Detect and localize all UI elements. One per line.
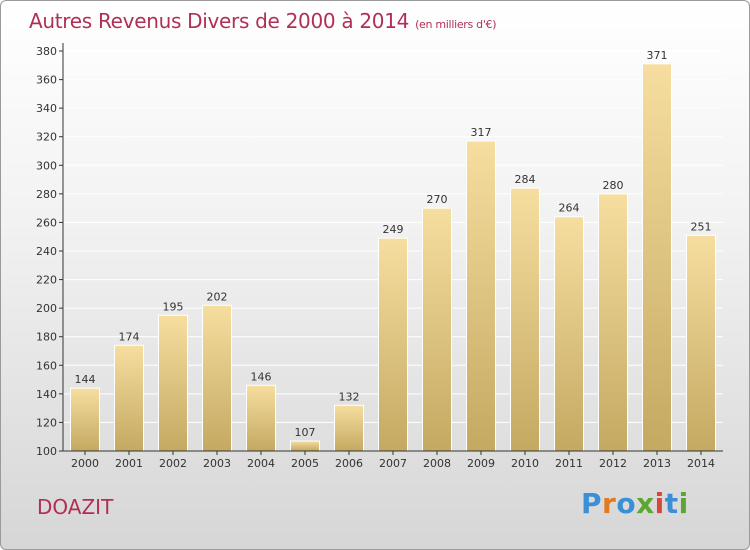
- bar: [70, 387, 100, 452]
- logo-letter: o: [616, 487, 637, 520]
- y-tick-label: 280: [36, 188, 57, 201]
- y-tick-label: 320: [36, 131, 57, 144]
- chart-title: Autres Revenus Divers de 2000 à 2014 (en …: [29, 9, 497, 33]
- x-tick-label: 2014: [687, 457, 715, 470]
- axes: [59, 43, 723, 455]
- bar: [378, 237, 408, 452]
- logo-letter: r: [602, 487, 617, 520]
- data-label: 280: [603, 179, 624, 192]
- data-label: 144: [75, 373, 96, 386]
- data-label: 107: [295, 426, 316, 439]
- x-tick-label: 2001: [115, 457, 143, 470]
- y-tick-label: 140: [36, 388, 57, 401]
- bar: [554, 216, 584, 452]
- y-tick-label: 360: [36, 74, 57, 87]
- y-tick-label: 340: [36, 102, 57, 115]
- y-tick-label: 180: [36, 331, 57, 344]
- y-tick-label: 100: [36, 445, 57, 458]
- logo-letter: t: [664, 487, 679, 520]
- chart-title-text: Autres Revenus Divers de 2000 à 2014: [29, 9, 410, 33]
- y-tick-label: 220: [36, 274, 57, 287]
- bar: [334, 404, 364, 452]
- x-tick-label: 2012: [599, 457, 627, 470]
- y-tick-label: 160: [36, 359, 57, 372]
- data-label: 202: [207, 290, 228, 303]
- x-tick-label: 2011: [555, 457, 583, 470]
- bar: [642, 63, 672, 452]
- place-name: DOAZIT: [37, 495, 114, 519]
- bar: [422, 207, 452, 452]
- data-label: 195: [163, 300, 184, 313]
- x-tick-label: 2005: [291, 457, 319, 470]
- bar: [466, 140, 496, 452]
- x-tick-label: 2006: [335, 457, 363, 470]
- y-tick-label: 380: [36, 45, 57, 58]
- bar: [598, 193, 628, 452]
- data-label: 270: [427, 193, 448, 206]
- y-tick-label: 120: [36, 416, 57, 429]
- bar: [686, 234, 716, 452]
- data-label: 264: [559, 202, 580, 215]
- proxiti-logo[interactable]: Proxiti: [581, 487, 689, 520]
- x-tick-label: 2007: [379, 457, 407, 470]
- y-tick-label: 260: [36, 216, 57, 229]
- y-tick-label: 240: [36, 245, 57, 258]
- x-tick-label: 2002: [159, 457, 187, 470]
- logo-letter: i: [678, 487, 689, 520]
- x-tick-label: 2013: [643, 457, 671, 470]
- data-label: 146: [251, 370, 272, 383]
- data-label: 174: [119, 330, 140, 343]
- bars: [70, 63, 716, 452]
- x-tick-label: 2004: [247, 457, 275, 470]
- y-tick-label: 200: [36, 302, 57, 315]
- labels: 100 120 140 160 180 200 220 240 260 280 300 320 340 3…: [36, 45, 715, 470]
- logo-letter: P: [581, 487, 603, 520]
- x-tick-label: 2010: [511, 457, 539, 470]
- logo-letter: i: [654, 487, 665, 520]
- y-tick-label: 300: [36, 159, 57, 172]
- data-label: 284: [515, 173, 536, 186]
- bar: [202, 304, 232, 452]
- bar: [246, 384, 276, 452]
- bar: [290, 440, 320, 452]
- data-label: 251: [691, 220, 712, 233]
- logo-letter: x: [636, 487, 655, 520]
- data-label: 371: [647, 49, 668, 62]
- bar: [114, 344, 144, 452]
- x-tick-label: 2003: [203, 457, 231, 470]
- data-label: 132: [339, 390, 360, 403]
- chart-subtitle: (en milliers d'€): [415, 18, 497, 31]
- bar: [510, 187, 540, 452]
- bar: [158, 314, 188, 452]
- x-tick-label: 2008: [423, 457, 451, 470]
- data-label: 249: [383, 223, 404, 236]
- x-tick-label: 2009: [467, 457, 495, 470]
- data-label: 317: [471, 126, 492, 139]
- x-tick-label: 2000: [71, 457, 99, 470]
